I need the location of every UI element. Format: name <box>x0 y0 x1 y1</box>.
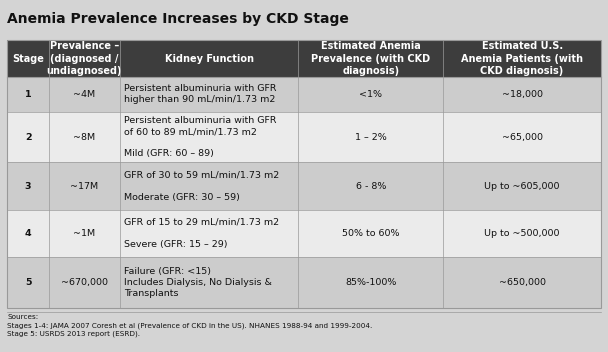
Text: 4: 4 <box>25 229 32 238</box>
Text: Kidney Function: Kidney Function <box>165 54 254 64</box>
Bar <box>120 40 298 77</box>
Bar <box>7 40 601 308</box>
Text: Up to ~500,000: Up to ~500,000 <box>485 229 560 238</box>
Text: 2: 2 <box>25 133 32 142</box>
Bar <box>120 257 298 308</box>
Text: 5: 5 <box>25 278 32 287</box>
Text: Failure (GFR: <15)
Includes Dialysis, No Dialysis &
Transplants: Failure (GFR: <15) Includes Dialysis, No… <box>124 267 272 298</box>
Bar <box>443 210 601 257</box>
Bar <box>443 257 601 308</box>
Bar <box>120 77 298 112</box>
Text: ~17M: ~17M <box>71 182 98 191</box>
Bar <box>298 163 443 210</box>
Bar <box>443 163 601 210</box>
Bar <box>298 257 443 308</box>
Bar <box>298 40 443 77</box>
Bar <box>298 112 443 163</box>
Bar <box>49 210 120 257</box>
Bar <box>443 77 601 112</box>
Bar <box>7 40 49 77</box>
Text: Anemia Prevalence Increases by CKD Stage: Anemia Prevalence Increases by CKD Stage <box>7 12 349 26</box>
Bar <box>120 210 298 257</box>
Bar <box>7 257 49 308</box>
Bar <box>298 77 443 112</box>
Text: 6 - 8%: 6 - 8% <box>356 182 386 191</box>
Bar <box>49 257 120 308</box>
Bar <box>49 163 120 210</box>
Bar <box>120 163 298 210</box>
Text: 50% to 60%: 50% to 60% <box>342 229 399 238</box>
Text: GFR of 30 to 59 mL/min/1.73 m2

Moderate (GFR: 30 – 59): GFR of 30 to 59 mL/min/1.73 m2 Moderate … <box>124 171 280 202</box>
Text: Estimated Anemia
Prevalence (with CKD
diagnosis): Estimated Anemia Prevalence (with CKD di… <box>311 41 430 76</box>
Bar <box>7 112 49 163</box>
Text: ~65,000: ~65,000 <box>502 133 542 142</box>
Bar <box>443 112 601 163</box>
Bar <box>49 77 120 112</box>
Text: Persistent albuminuria with GFR
of 60 to 89 mL/min/1.73 m2

Mild (GFR: 60 – 89): Persistent albuminuria with GFR of 60 to… <box>124 116 277 158</box>
Text: ~4M: ~4M <box>74 90 95 99</box>
Text: ~650,000: ~650,000 <box>499 278 545 287</box>
Bar <box>49 40 120 77</box>
Bar <box>49 112 120 163</box>
Text: Estimated U.S.
Anemia Patients (with
CKD diagnosis): Estimated U.S. Anemia Patients (with CKD… <box>461 41 583 76</box>
Bar <box>120 112 298 163</box>
Text: <1%: <1% <box>359 90 382 99</box>
Text: Sources:
Stages 1-4: JAMA 2007 Coresh et al (Prevalence of CKD in the US). NHANE: Sources: Stages 1-4: JAMA 2007 Coresh et… <box>7 314 373 337</box>
Text: 85%-100%: 85%-100% <box>345 278 396 287</box>
Bar <box>443 40 601 77</box>
Text: 3: 3 <box>25 182 32 191</box>
Text: Persistent albuminuria with GFR
higher than 90 mL/min/1.73 m2: Persistent albuminuria with GFR higher t… <box>124 84 277 104</box>
Text: Stage: Stage <box>12 54 44 64</box>
Text: GFR of 15 to 29 mL/min/1.73 m2

Severe (GFR: 15 – 29): GFR of 15 to 29 mL/min/1.73 m2 Severe (G… <box>124 218 280 249</box>
Text: 1: 1 <box>25 90 32 99</box>
Bar <box>298 210 443 257</box>
Bar <box>7 210 49 257</box>
Text: 1 – 2%: 1 – 2% <box>355 133 387 142</box>
Text: ~8M: ~8M <box>74 133 95 142</box>
Bar <box>7 77 49 112</box>
Text: Up to ~605,000: Up to ~605,000 <box>485 182 560 191</box>
Text: ~18,000: ~18,000 <box>502 90 542 99</box>
Text: ~1M: ~1M <box>74 229 95 238</box>
Text: ~670,000: ~670,000 <box>61 278 108 287</box>
Text: Prevalence –
(diagnosed /
undiagnosed): Prevalence – (diagnosed / undiagnosed) <box>47 41 122 76</box>
Bar <box>7 163 49 210</box>
